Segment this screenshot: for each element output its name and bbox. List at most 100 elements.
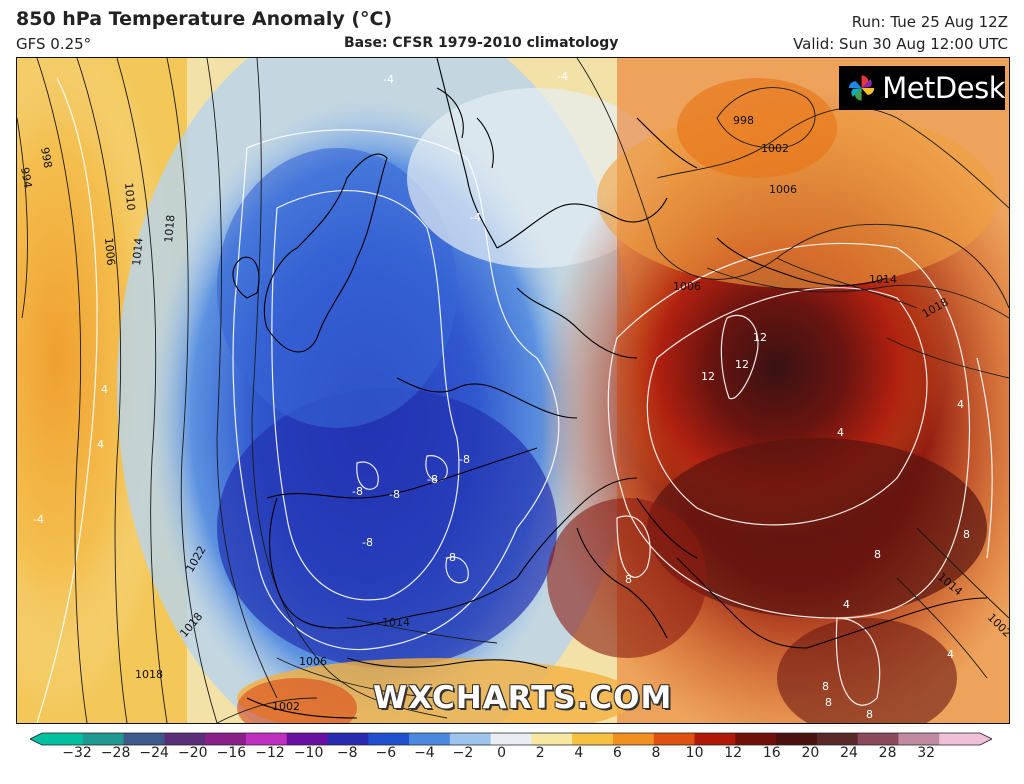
colorbar-tick-label: 6: [612, 745, 622, 761]
anomaly-label: -4: [557, 70, 568, 83]
colorbar-segment: [164, 733, 206, 745]
colorbar-segment: [816, 733, 859, 745]
colorbar-tick-label: −4: [414, 745, 435, 761]
colorbar-tick-label: −10: [293, 745, 324, 761]
colorbar-tick-label: 12: [724, 745, 743, 761]
logo-text: MetDesk: [882, 71, 1005, 105]
colorbar-tick-label: −24: [139, 745, 169, 761]
isobar-label: 1006: [299, 655, 327, 668]
map-panel[interactable]: 998 994 1010 1006 1014 1018 1022 1018 10…: [16, 57, 1010, 724]
colorbar-segment: [42, 733, 84, 745]
anomaly-label: 4: [837, 426, 844, 439]
isobar-label: 1018: [162, 214, 177, 243]
colorbar-tick-label: 2: [535, 745, 545, 761]
colorbar-tick-label: 28: [878, 745, 897, 761]
coastlines: [232, 58, 988, 719]
colorbar-segment: [939, 733, 981, 745]
isobar-label: 1002: [761, 142, 789, 155]
colorbar-tick-label: 4: [574, 745, 584, 761]
valid-label: Valid: Sun 30 Aug 12:00 UTC: [793, 35, 1008, 53]
anomaly-label: 12: [735, 358, 749, 371]
isobar-label: 1014: [382, 616, 410, 629]
anomaly-label: 4: [957, 398, 964, 411]
colorbar-segment: [368, 733, 410, 745]
anomaly-label: -4: [33, 513, 44, 526]
anomaly-label: -8: [352, 485, 363, 498]
isobar-label: 1014: [869, 273, 897, 286]
isobars: [17, 58, 1009, 723]
chart-title: 850 hPa Temperature Anomaly (°C): [16, 8, 393, 30]
anomaly-label: -8: [459, 453, 470, 466]
colorbar-segment: [82, 733, 125, 745]
isobar-label: 1006: [673, 280, 701, 293]
colorbar-ticks: −32 −28 −24 −20 −16 −12 −10 −8 −6 −4 −2 0 2 4 6 8 10 12 16…: [30, 745, 992, 765]
isobar-label: 998: [38, 146, 54, 169]
pinwheel-icon: [848, 75, 875, 101]
colorbar-tick-label: −28: [100, 745, 131, 761]
isobar-label: 1014: [130, 237, 145, 266]
colorbar-segment: [286, 733, 328, 745]
anomaly-label: 8: [866, 708, 873, 721]
colorbar-tick-label: −16: [216, 745, 247, 761]
colorbar-segment: [409, 733, 451, 745]
colorbar-tick-label: −2: [452, 745, 474, 761]
colorbar: −32 −28 −24 −20 −16 −12 −10 −8 −6 −4 −2 0 2 4 6 8 10 12 16…: [29, 731, 993, 781]
anomaly-label: 8: [874, 548, 881, 561]
colorbar-tick-label: 32: [917, 745, 936, 761]
colorbar-tick-label: −20: [178, 745, 208, 761]
anomaly-label: -4: [383, 73, 394, 86]
anomaly-label: -8: [389, 488, 400, 501]
colorbar-segment: [776, 733, 818, 745]
anomaly-label: 12: [701, 370, 715, 383]
colorbar-strip: [29, 732, 993, 746]
colorbar-tick-label: −6: [375, 745, 397, 761]
colorbar-segment: [735, 733, 777, 745]
colorbar-segment: [123, 733, 165, 745]
colorbar-tick-label: 20: [801, 745, 820, 761]
anomaly-label: 12: [753, 331, 767, 344]
anomaly-label: 8: [822, 680, 829, 693]
run-label: Run: Tue 25 Aug 12Z: [851, 13, 1008, 31]
isobar-label: 994: [18, 166, 34, 189]
colorbar-segment: [205, 733, 247, 745]
colorbar-segment: [694, 733, 736, 745]
anomaly-label: 4: [843, 598, 850, 611]
metdesk-logo: MetDesk: [839, 66, 1005, 110]
anomaly-label: -8: [445, 551, 456, 564]
anomaly-label: 4: [97, 438, 104, 451]
colorbar-tick-label: 24: [840, 745, 858, 761]
isobar-label: 998: [733, 114, 754, 127]
colorbar-tick-label: 10: [685, 745, 704, 761]
isobar-label: 1010: [122, 182, 137, 211]
anomaly-labels: -4 -4 -4 -8 -8 -8 -8 -8 -8 -4 12 12 12 8…: [33, 70, 970, 721]
colorbar-tick-label: −32: [62, 745, 92, 761]
colorbar-low-arrow: [30, 733, 42, 745]
colorbar-segment: [449, 733, 492, 745]
isobar-label: 1002: [272, 700, 300, 713]
anomaly-map: 998 994 1010 1006 1014 1018 1022 1018 10…: [17, 58, 1009, 723]
anomaly-label: 8: [625, 573, 632, 586]
colorbar-segment: [531, 733, 573, 745]
colorbar-segment: [857, 733, 899, 745]
model-label: GFS 0.25°: [16, 35, 92, 53]
anomaly-label: 4: [101, 383, 108, 396]
base-label: Base: CFSR 1979-2010 climatology: [344, 35, 619, 51]
anomaly-label: 8: [963, 528, 970, 541]
colorbar-segment: [245, 733, 288, 745]
anomaly-label: 4: [947, 648, 954, 661]
colorbar-tick-label: 8: [651, 745, 661, 761]
colorbar-high-arrow: [980, 733, 992, 745]
colorbar-tick-label: −8: [336, 745, 358, 761]
colorbar-segment: [327, 733, 369, 745]
colorbar-segment: [653, 733, 696, 745]
anomaly-label: -8: [427, 473, 438, 486]
colorbar-tick-label: −12: [255, 745, 285, 761]
isobar-label: 1018: [135, 668, 163, 681]
colorbar-tick-label: 16: [762, 745, 781, 761]
anomaly-label: -8: [362, 536, 373, 549]
watermark: WXCHARTS.COM: [373, 680, 673, 716]
colorbar-tick-label: 0: [497, 745, 507, 761]
anomaly-label: 8: [825, 696, 832, 709]
colorbar-segment: [572, 733, 614, 745]
anomaly-label: -4: [470, 211, 481, 224]
